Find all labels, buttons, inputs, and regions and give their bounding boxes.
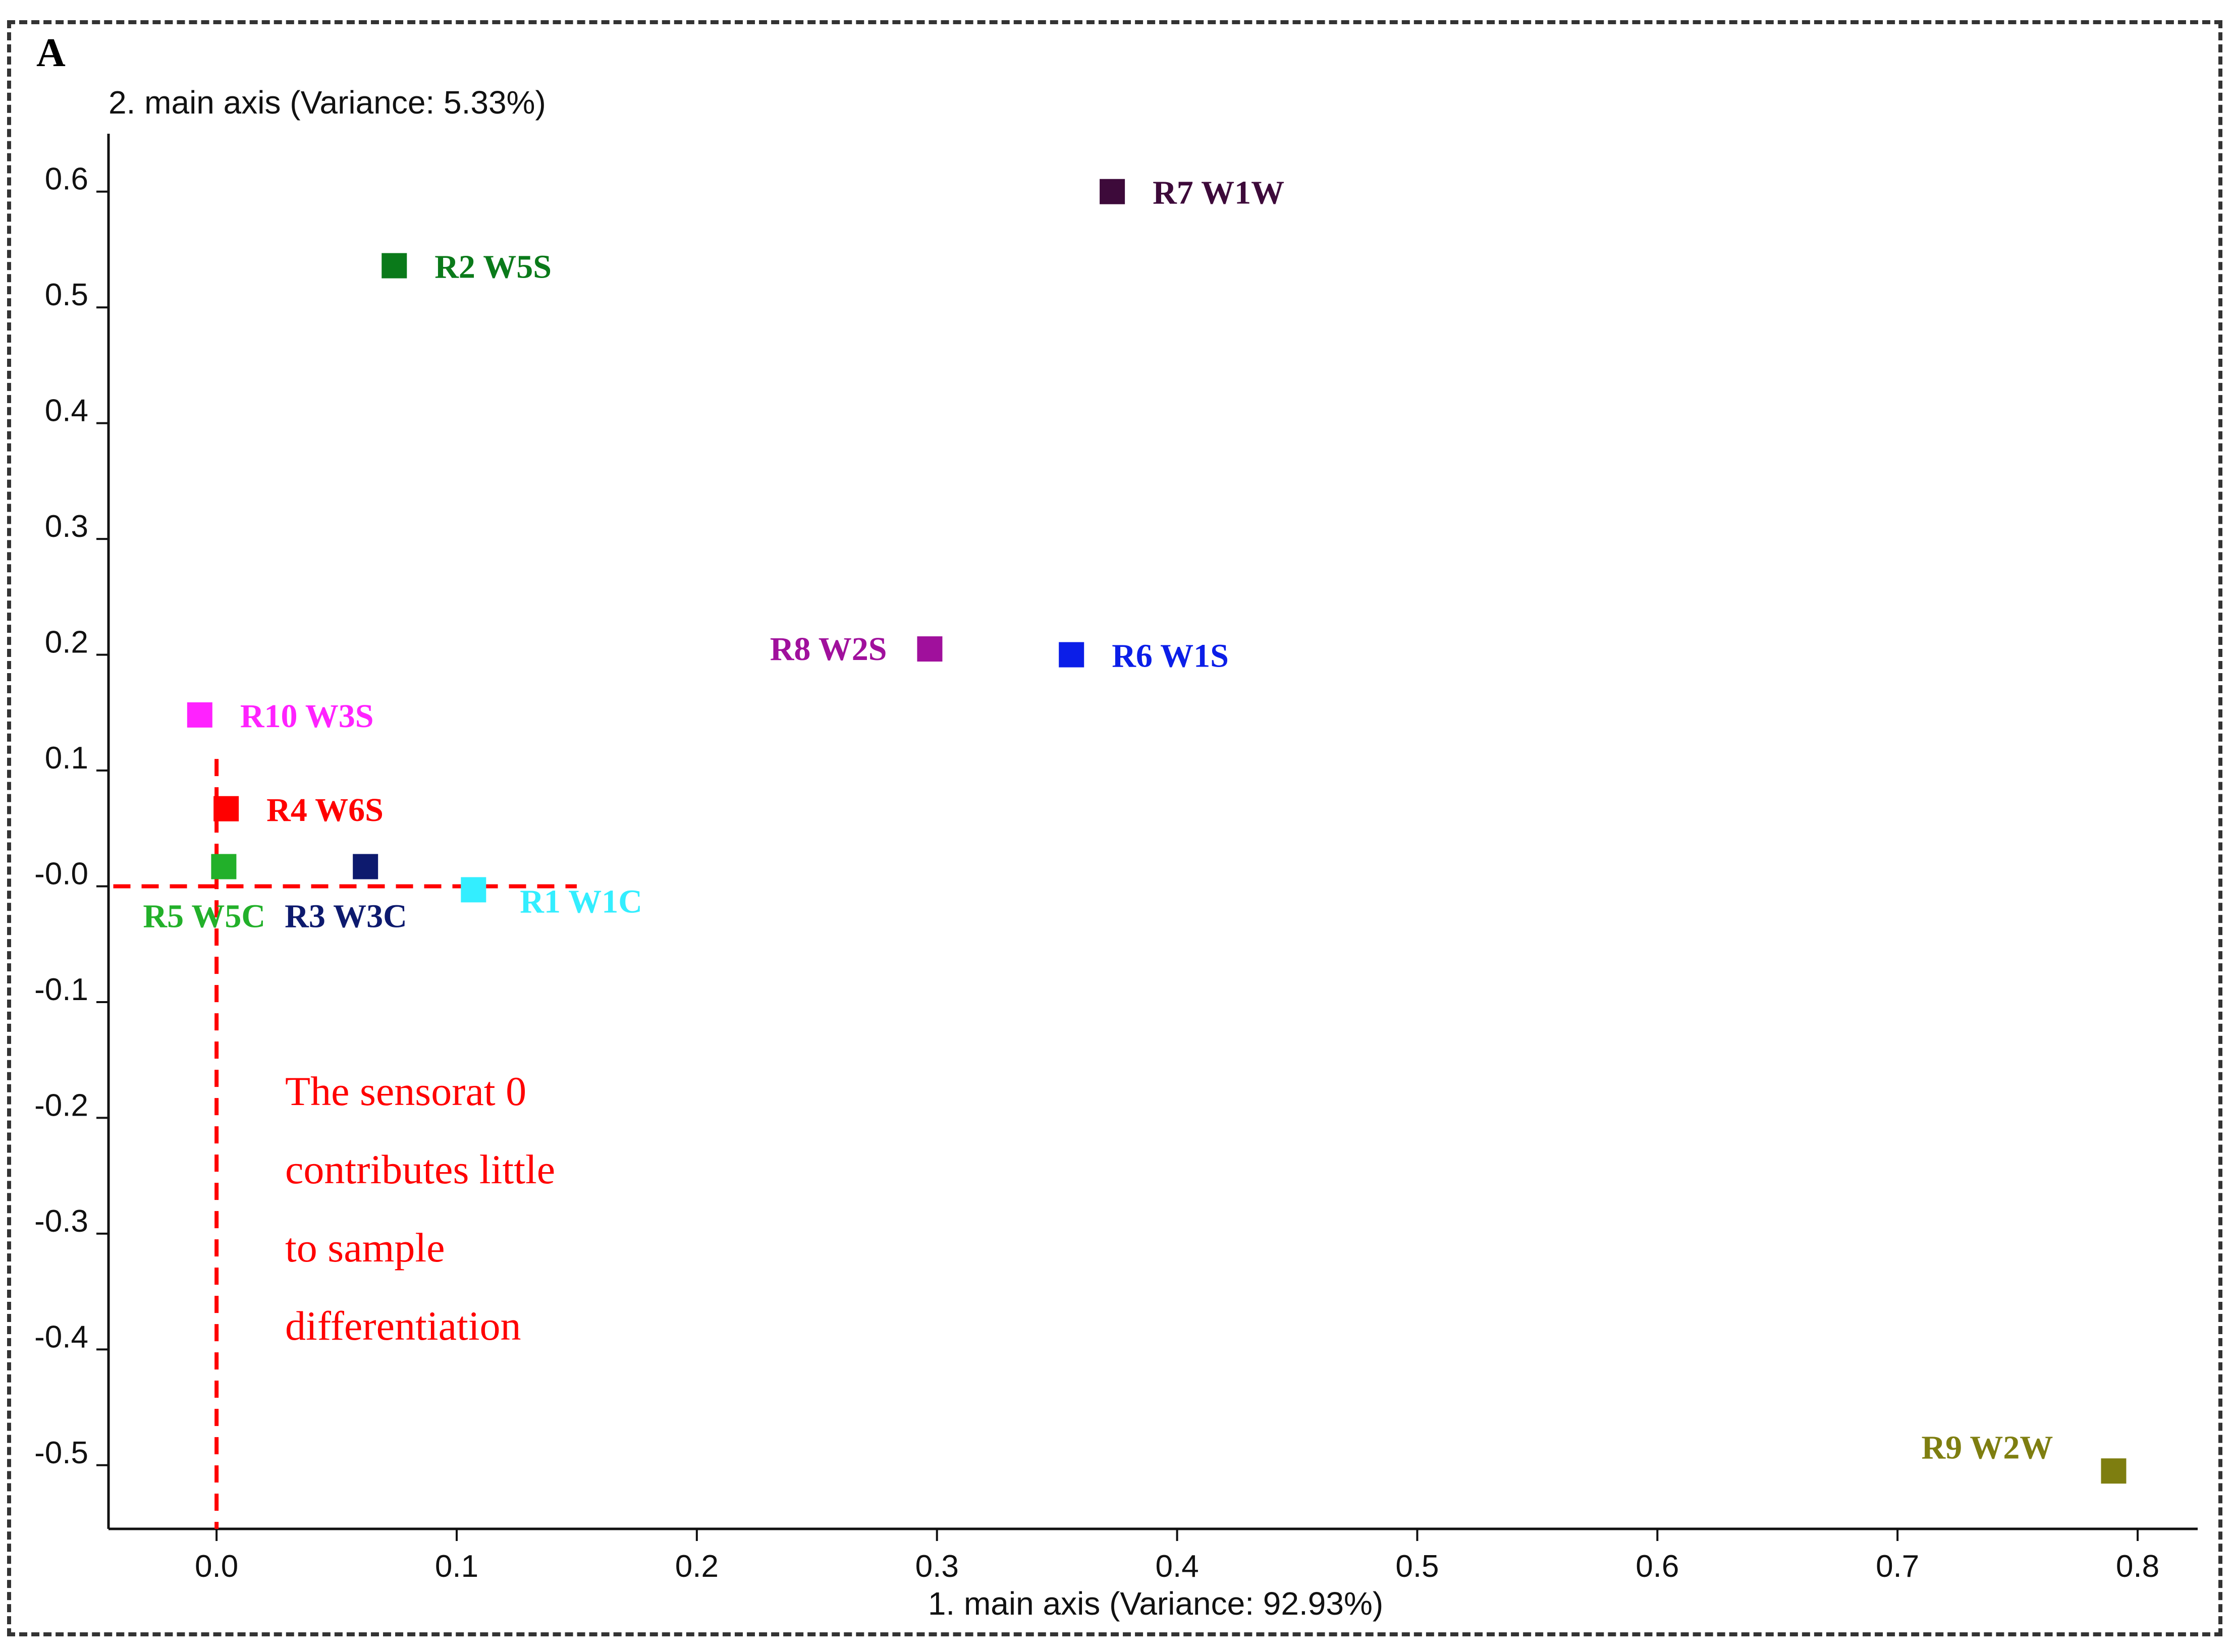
y-tick-label: 0.3: [45, 509, 88, 544]
data-point-marker: [187, 702, 212, 728]
y-tick-label: -0.2: [34, 1088, 88, 1123]
annotation-line: differentiation: [285, 1303, 521, 1349]
data-point-marker: [461, 877, 486, 903]
x-tick-label: 0.3: [915, 1549, 959, 1584]
data-point-label: R4 W6S: [266, 792, 384, 829]
data-point-label: R2 W5S: [434, 249, 552, 286]
x-tick-label: 0.1: [435, 1549, 478, 1584]
annotation-line: The sensorat 0: [285, 1068, 526, 1114]
x-tick-label: 0.4: [1155, 1549, 1199, 1584]
data-point-marker: [917, 636, 943, 662]
data-point-label: R8 W2S: [770, 631, 887, 668]
data-point-marker: [211, 854, 237, 879]
data-point-marker: [213, 796, 239, 821]
x-tick-label: 0.2: [675, 1549, 719, 1584]
figure-frame: [7, 20, 2222, 1636]
y-tick-label: 0.4: [45, 394, 88, 428]
y-tick-label: -0.0: [34, 856, 88, 891]
y-axis-title: 2. main axis (Variance: 5.33%): [108, 84, 546, 121]
annotation-line: to sample: [285, 1225, 445, 1271]
y-tick-label: -0.4: [34, 1319, 88, 1354]
y-tick-label: 0.6: [45, 162, 88, 197]
y-tick-label: -0.3: [34, 1204, 88, 1239]
data-point-marker: [1100, 179, 1125, 204]
data-point-marker: [2101, 1458, 2127, 1484]
data-point-label: R5 W5C: [143, 898, 265, 934]
y-tick-label: -0.5: [34, 1436, 88, 1470]
data-point-marker: [1059, 642, 1084, 668]
data-point-marker: [382, 253, 407, 279]
data-point-label: R7 W1W: [1153, 175, 1284, 211]
x-tick-label: 0.0: [195, 1549, 238, 1584]
data-point-label: R10 W3S: [240, 698, 374, 735]
x-tick-label: 0.6: [1636, 1549, 1679, 1584]
y-tick-label: -0.1: [34, 972, 88, 1007]
y-tick-label: 0.5: [45, 278, 88, 312]
data-point-marker: [353, 854, 378, 879]
annotation-note: The sensorat 0 contributes little to sampl…: [285, 1068, 555, 1349]
x-tick-label: 0.5: [1395, 1549, 1439, 1584]
plot-layer: 0.0 0.1 0.2 0.3 0.4 0.5 0.6 0.7 0.8 0.6 0.5 0.4 0.3 0…: [34, 134, 2198, 1584]
annotation-line: contributes little: [285, 1146, 555, 1192]
data-point-label: R6 W1S: [1112, 638, 1229, 675]
x-tick-label: 0.7: [1876, 1549, 1919, 1584]
y-tick-label: 0.1: [45, 741, 88, 776]
data-point-label: R3 W3C: [285, 898, 407, 934]
data-point-label: R1 W1C: [520, 883, 642, 920]
data-point-label: R9 W2W: [1921, 1429, 2053, 1466]
x-axis-title: 1. main axis (Variance: 92.93%): [928, 1585, 1383, 1622]
y-tick-label: 0.2: [45, 625, 88, 660]
panel-label: A: [36, 31, 66, 75]
x-tick-label: 0.8: [2116, 1549, 2159, 1584]
